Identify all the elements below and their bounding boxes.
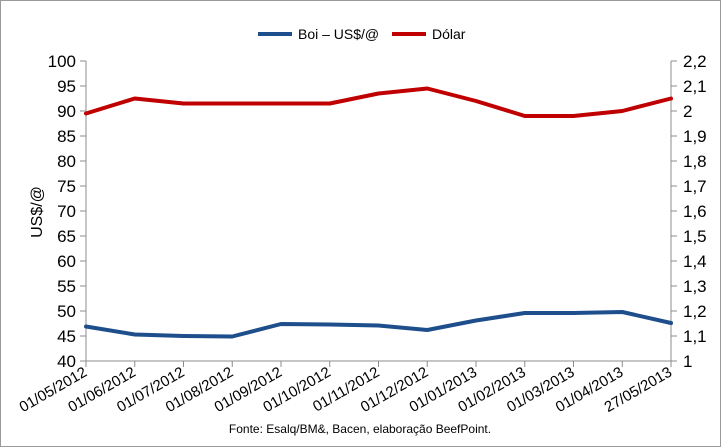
right-tick-label: 1,1 [683,327,707,346]
left-tick-label: 85 [57,127,76,146]
series-line-boi [84,310,673,339]
left-axis-ticks: 40 45 50 55 60 65 70 75 80 85 90 95 100 [48,52,86,371]
right-tick-label: 1,2 [683,302,707,321]
left-tick-label: 100 [48,52,76,71]
legend: Boi – US$/@ Dólar [258,26,466,42]
legend-label-dolar: Dólar [432,26,466,42]
left-tick-label: 40 [57,352,76,371]
y-axis-title: US$/@ [29,186,46,238]
left-tick-label: 80 [57,152,76,171]
left-tick-label: 95 [57,77,76,96]
series-layer [84,86,673,339]
series-line-dolar [84,86,673,118]
right-tick-label: 1,7 [683,177,707,196]
right-tick-label: 1,9 [683,127,707,146]
right-tick-label: 2 [683,102,692,121]
left-tick-label: 60 [57,252,76,271]
right-tick-label: 1,6 [683,202,707,221]
left-tick-label: 70 [57,202,76,221]
source-note: Fonte: Esalq/BM&, Bacen, elaboração Beef… [229,422,491,436]
right-tick-label: 1,4 [683,252,707,271]
right-axis-ticks: 1 1,1 1,2 1,3 1,4 1,5 1,6 1,7 1,8 1,9 2 2,1 2,2 [671,52,707,371]
left-tick-label: 55 [57,277,76,296]
right-tick-label: 1,5 [683,227,707,246]
right-tick-label: 1,3 [683,277,707,296]
right-tick-label: 2,2 [683,52,707,71]
left-tick-label: 65 [57,227,76,246]
right-tick-label: 1 [683,352,692,371]
left-tick-label: 75 [57,177,76,196]
right-tick-label: 1,8 [683,152,707,171]
left-tick-label: 90 [57,102,76,121]
right-tick-label: 2,1 [683,77,707,96]
left-tick-label: 50 [57,302,76,321]
legend-label-boi: Boi – US$/@ [298,26,379,42]
left-tick-label: 45 [57,327,76,346]
